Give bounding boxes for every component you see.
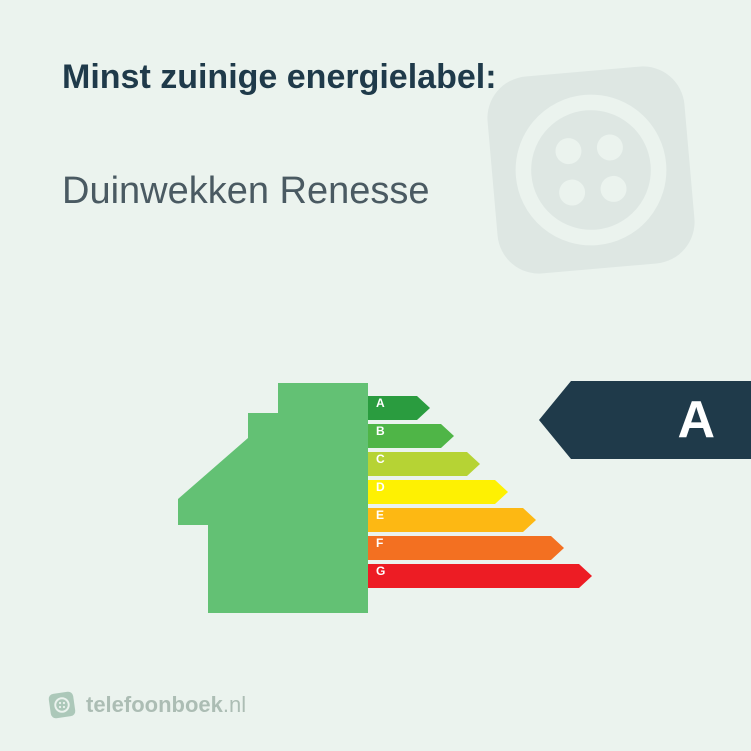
rating-badge: A [539,381,751,459]
energy-bar-label: B [376,424,385,438]
footer-brand: telefoonboek.nl [86,692,246,718]
footer: telefoonboek.nl [48,691,246,719]
rating-letter: A [677,390,715,450]
footer-brand-bold: telefoonboek [86,692,223,717]
energy-label-chart: ABCDEFG [178,383,598,613]
energy-bar-label: E [376,508,384,522]
energy-bar-f: F [368,536,592,560]
energy-bar-label: A [376,396,385,410]
energy-bar-label: F [376,536,383,550]
energy-bar-e: E [368,508,592,532]
energy-bar-label: C [376,452,385,466]
footer-brand-light: .nl [223,692,246,717]
page-title: Minst zuinige energielabel: [62,58,497,97]
energy-bar-label: D [376,480,385,494]
energy-bar-d: D [368,480,592,504]
footer-logo-icon [48,691,76,719]
energy-bar-label: G [376,564,385,578]
energy-bar-g: G [368,564,592,588]
house-icon [178,383,368,613]
location-name: Duinwekken Renesse [62,170,430,213]
